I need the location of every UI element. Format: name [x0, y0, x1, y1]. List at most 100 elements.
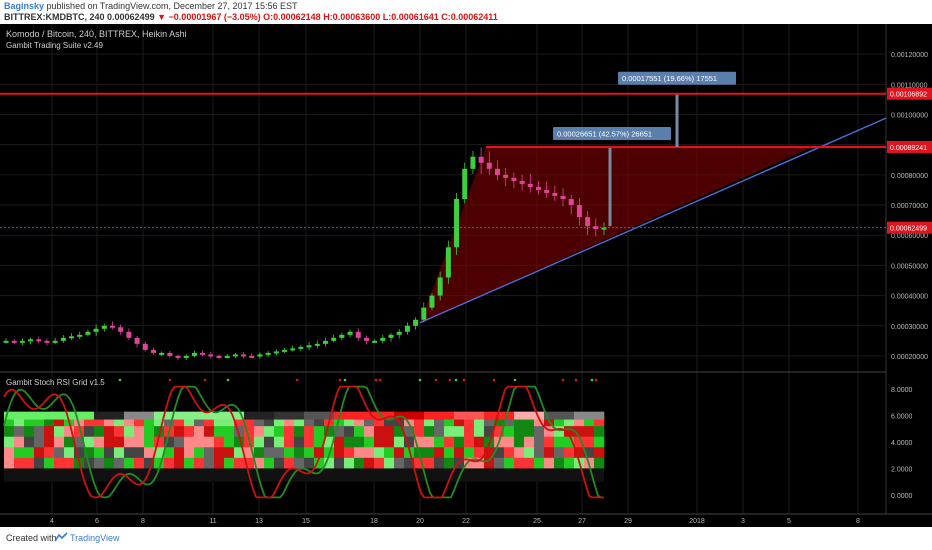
band-cell [64, 411, 95, 420]
grid-cell [364, 436, 375, 448]
grid-cell [484, 415, 495, 427]
y-tick-label: 0.00110000 [891, 82, 928, 89]
grid-cell [394, 447, 405, 459]
x-tick-label: 8 [141, 518, 145, 525]
candle-body [478, 156, 484, 163]
candle-body [257, 354, 263, 357]
grid-cell [564, 457, 575, 469]
grid-cell [234, 447, 245, 459]
candle-body [85, 331, 91, 335]
candle-body [159, 352, 165, 355]
candle-body [347, 331, 353, 335]
grid-cell [114, 436, 125, 448]
grid-cell [274, 415, 285, 427]
candle-body [601, 227, 607, 230]
price-text: 0.00062499 [107, 12, 155, 22]
footer-brand[interactable]: TradingView [70, 533, 120, 543]
grid-cell [294, 426, 305, 438]
grid-cell [374, 447, 385, 459]
candle-body [167, 352, 173, 356]
candle-body [585, 217, 591, 227]
grid-cell [274, 426, 285, 438]
grid-cell [544, 436, 555, 448]
grid-cell [394, 426, 405, 438]
signal-dot [448, 378, 452, 382]
grid-cell [84, 447, 95, 459]
grid-cell [304, 457, 315, 469]
grid-cell [114, 457, 125, 469]
grid-cell [514, 436, 525, 448]
grid-cell [294, 447, 305, 459]
candle-body [290, 348, 296, 351]
signal-dot [418, 378, 422, 382]
grid-cell [354, 436, 365, 448]
x-tick-label: 20 [416, 518, 424, 525]
grid-cell [514, 457, 525, 469]
grid-cell [154, 457, 165, 469]
candle-body [413, 319, 419, 326]
price-label-current: 0.00062499 [890, 226, 927, 233]
grid-cell [104, 447, 115, 459]
band-cell [574, 411, 605, 420]
candle-body [593, 226, 599, 230]
down-arrow-icon: ▼ [157, 12, 167, 22]
candle-body [568, 199, 574, 206]
signal-dot [513, 378, 517, 382]
ohlc-text: O:0.00062148 H:0.00063600 L:0.00061641 C… [263, 12, 498, 22]
grid-cell [134, 415, 145, 427]
band-cell [424, 411, 455, 420]
grid-cell [174, 447, 185, 459]
grid-cell [104, 436, 115, 448]
grid-cell [424, 447, 435, 459]
grid-cell [294, 415, 305, 427]
grid-cell [214, 426, 225, 438]
grid-cell [384, 426, 395, 438]
grid-cell [74, 426, 85, 438]
grid-cell [104, 457, 115, 469]
grid-cell [214, 415, 225, 427]
grid-cell [204, 436, 215, 448]
candle-body [126, 331, 132, 338]
grid-cell [514, 447, 525, 459]
grid-cell [364, 447, 375, 459]
grid-cell [24, 457, 35, 469]
grid-cell [484, 426, 495, 438]
grid-cell [584, 447, 595, 459]
candle-body [372, 340, 378, 343]
author-link[interactable]: Baginsky [4, 1, 45, 11]
grid-cell [314, 436, 325, 448]
grid-cell [454, 415, 465, 427]
grid-cell [324, 426, 335, 438]
candle-body [282, 349, 288, 352]
grid-cell [354, 426, 365, 438]
grid-cell [394, 457, 405, 469]
grid-cell [234, 457, 245, 469]
grid-cell [174, 415, 185, 427]
grid-cell [594, 415, 605, 427]
grid-cell [534, 436, 545, 448]
band-cell [4, 411, 35, 420]
candle-body [576, 205, 582, 218]
band-cell [124, 411, 155, 420]
band-cell [394, 411, 425, 420]
grid-cell [154, 426, 165, 438]
grid-cell [404, 426, 415, 438]
candle-body [437, 277, 443, 296]
y-tick-label: 0.00100000 [891, 113, 928, 120]
grid-cell [184, 447, 195, 459]
grid-cell [244, 415, 255, 427]
chart-area[interactable]: 0.001200000.001100000.001000000.00090000… [0, 24, 932, 527]
grid-cell [14, 447, 25, 459]
grid-cell [594, 447, 605, 459]
price-axis [886, 24, 932, 527]
grid-cell [374, 436, 385, 448]
grid-cell [4, 457, 15, 469]
grid-cell [4, 415, 15, 427]
lower-y-tick-label: 4.0000 [891, 440, 913, 447]
grid-cell [124, 426, 135, 438]
grid-cell [304, 415, 315, 427]
grid-cell [264, 457, 275, 469]
symbol-line: BITTREX:KMDBTC, 240 0.00062499 ▼ −0.0000… [4, 12, 498, 22]
grid-cell [124, 415, 135, 427]
trend-line [419, 117, 887, 324]
